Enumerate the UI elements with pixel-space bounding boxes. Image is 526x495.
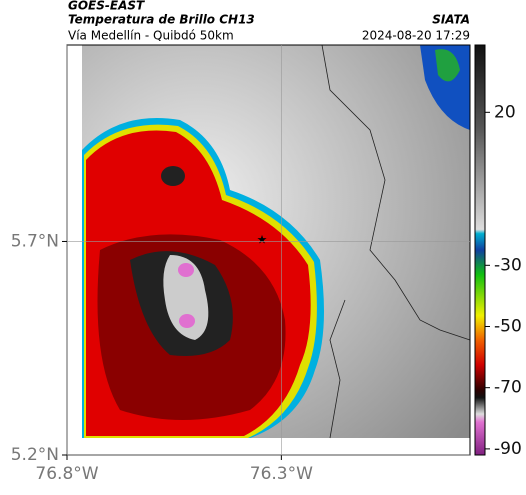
satellite-image: ★: [82, 44, 471, 439]
colorbar: [474, 44, 486, 456]
datetime: 2024-08-20 17:29: [362, 29, 470, 43]
x-tick-label: 76.3°W: [250, 464, 313, 484]
route: Vía Medellín - Quibdó 50km: [68, 29, 234, 43]
y-tick-label: 5.2°N: [11, 445, 59, 465]
y-tick-label: 5.7°N: [11, 231, 59, 251]
x-tick-label: 76.8°W: [35, 464, 98, 484]
source: SIATA: [432, 13, 470, 27]
subtitle: Temperatura de Brillo CH13: [68, 13, 255, 27]
title: GOES-EAST: [68, 0, 145, 13]
colorbar-label: -90: [494, 439, 522, 459]
colorbar-label: -70: [494, 378, 522, 398]
location-star: ★: [257, 233, 268, 247]
colorbar-label: 20: [494, 102, 516, 122]
colorbar-label: -50: [494, 316, 522, 336]
colorbar-label: -30: [494, 255, 522, 275]
